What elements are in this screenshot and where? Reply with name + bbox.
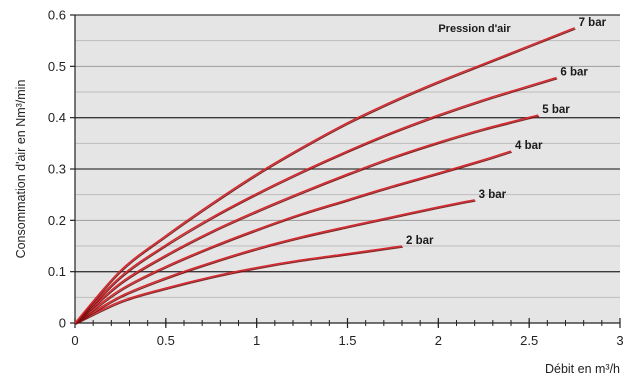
series-line-6-bar xyxy=(74,76,557,324)
y-axis-title: Consommation d'air en Nm³/min xyxy=(14,80,28,259)
series-shadow-4-bar xyxy=(75,151,512,325)
x-tick-label: 0.5 xyxy=(157,333,175,348)
x-tick-label: 1.5 xyxy=(338,333,356,348)
series-label-7-bar: 7 bar xyxy=(579,17,607,29)
y-tick-label: 0.4 xyxy=(48,110,66,125)
x-tick-label: 2.5 xyxy=(520,333,538,348)
y-tick-label: 0.5 xyxy=(48,59,66,74)
series-lines xyxy=(74,27,576,325)
series-label-3-bar: 3 bar xyxy=(479,189,507,201)
y-tick-label: 0.1 xyxy=(48,264,66,279)
series-shadow-5-bar xyxy=(75,115,540,325)
y-tick-label: 0.6 xyxy=(48,8,66,23)
y-tick-label: 0 xyxy=(59,316,66,331)
series-label-4-bar: 4 bar xyxy=(515,140,543,152)
x-tick-label: 0 xyxy=(71,333,78,348)
legend-title: Pression d'air xyxy=(438,23,511,35)
series-shadow-6-bar xyxy=(75,78,558,325)
series-shadow-3-bar xyxy=(75,200,476,325)
x-tick-label: 1 xyxy=(253,333,260,348)
y-tick-label: 0.2 xyxy=(48,213,66,228)
x-axis-title: Débit en m³/h xyxy=(545,362,620,376)
series-label-5-bar: 5 bar xyxy=(542,104,570,116)
series-line-2-bar xyxy=(74,245,403,324)
series-line-4-bar xyxy=(74,150,512,324)
series-line-5-bar xyxy=(74,114,539,324)
x-tick-label: 2 xyxy=(435,333,442,348)
x-tick-label: 3 xyxy=(616,333,623,348)
y-tick-label: 0.3 xyxy=(48,162,66,177)
series-label-2-bar: 2 bar xyxy=(406,235,434,247)
axes: 0 0.5 1 1.5 2 2.5 3 0 0.1 0.2 0.3 0.4 0.5 0.6 xyxy=(48,8,624,349)
series-label-6-bar: 6 bar xyxy=(560,67,588,79)
series-line-7-bar xyxy=(74,27,575,324)
series-line-3-bar xyxy=(74,199,475,324)
series-shadow-2-bar xyxy=(75,246,403,325)
series-shadow-7-bar xyxy=(75,28,576,325)
series-labels: 2 bar 3 bar 4 bar 5 bar 6 bar 7 bar xyxy=(406,17,607,247)
